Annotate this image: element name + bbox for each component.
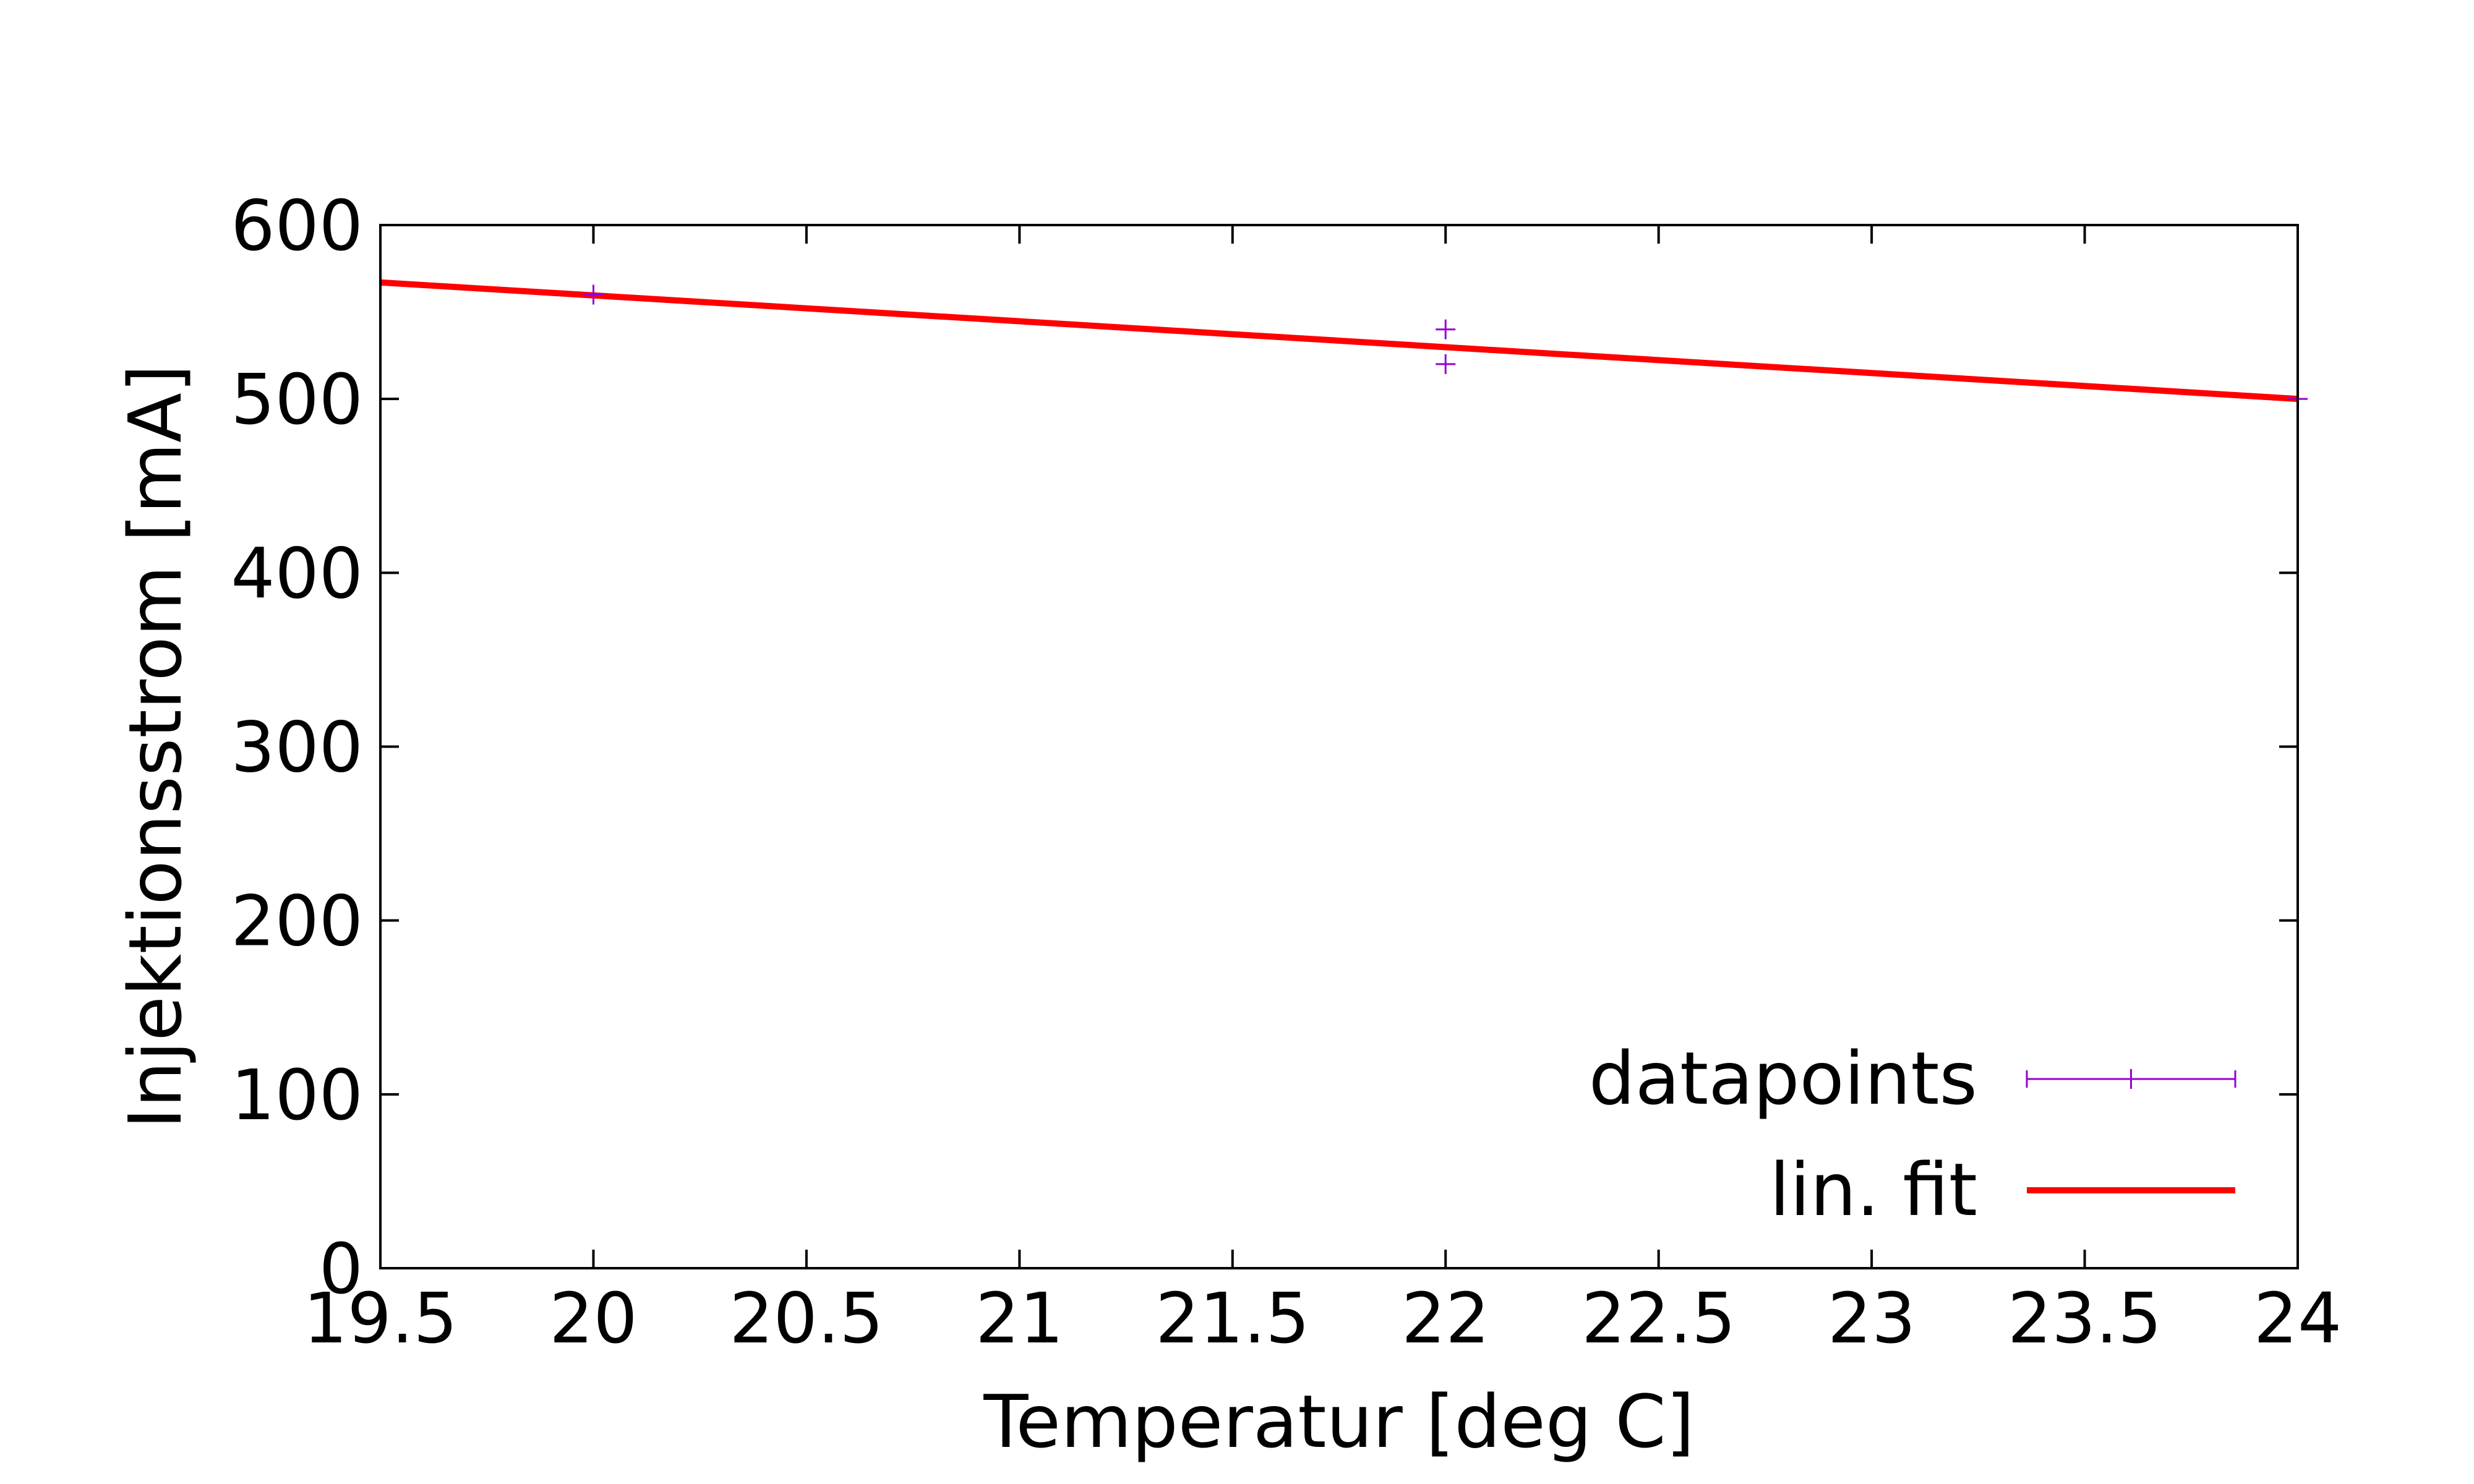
x-tick-label-6: 22.5 [1582,1279,1736,1359]
x-axis-title: Temperatur [deg C] [983,1379,1694,1464]
legend-label-datapoints: datapoints [1589,1036,1977,1121]
x-tick-label-2: 20.5 [729,1279,883,1359]
x-tick-label-1: 20 [549,1279,638,1359]
x-tick-label-9: 24 [2254,1279,2342,1359]
y-tick-label-0: 0 [319,1229,363,1310]
x-tick-label-3: 21 [975,1279,1064,1359]
y-tick-label-2: 200 [231,882,363,962]
y-tick-label-5: 500 [231,360,363,440]
y-tick-label-6: 600 [231,186,363,267]
x-tick-label-5: 22 [1402,1279,1490,1359]
y-tick-label-3: 300 [231,708,363,788]
x-tick-label-7: 23 [1828,1279,1916,1359]
x-tick-label-4: 21.5 [1155,1279,1309,1359]
y-axis-title: Injektionsstrom [mA] [113,364,198,1129]
y-tick-label-4: 400 [231,534,363,614]
legend-label-lin-fit: lin. fit [1770,1147,1977,1232]
y-tick-label-1: 100 [231,1055,363,1136]
x-tick-label-8: 23.5 [2008,1279,2162,1359]
